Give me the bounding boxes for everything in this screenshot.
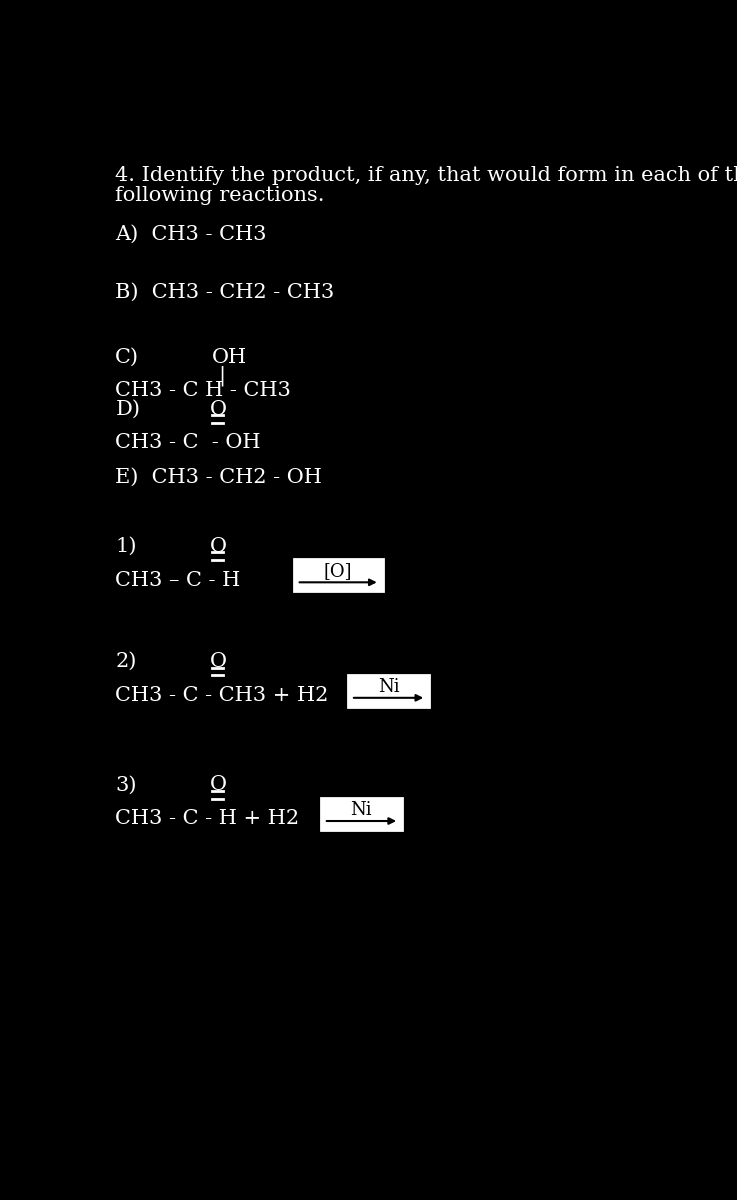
Text: B)  CH3 - CH2 - CH3: B) CH3 - CH2 - CH3 <box>116 282 335 301</box>
Text: CH3 - C - CH3 + H2: CH3 - C - CH3 + H2 <box>116 686 329 706</box>
Text: O: O <box>210 400 227 419</box>
Text: 2): 2) <box>116 653 137 671</box>
FancyBboxPatch shape <box>293 559 383 592</box>
Text: O: O <box>210 653 227 671</box>
Text: 4. Identify the product, if any, that would form in each of the: 4. Identify the product, if any, that wo… <box>116 166 737 185</box>
Text: CH3 - C H - CH3: CH3 - C H - CH3 <box>116 382 291 400</box>
Text: CH3 - C  - OH: CH3 - C - OH <box>116 433 261 451</box>
FancyBboxPatch shape <box>321 798 402 830</box>
Text: D): D) <box>116 400 140 419</box>
Text: A)  CH3 - CH3: A) CH3 - CH3 <box>116 224 267 244</box>
Text: 1): 1) <box>116 536 137 556</box>
Text: Ni: Ni <box>351 802 372 820</box>
Text: OH: OH <box>212 348 248 367</box>
Text: [O]: [O] <box>324 563 352 581</box>
Text: Ni: Ni <box>378 678 399 696</box>
Text: 3): 3) <box>116 775 137 794</box>
Text: O: O <box>210 775 227 794</box>
Text: CH3 - C - H + H2: CH3 - C - H + H2 <box>116 809 299 828</box>
Text: CH3 – C - H: CH3 – C - H <box>116 570 240 589</box>
Text: E)  CH3 - CH2 - OH: E) CH3 - CH2 - OH <box>116 468 322 486</box>
Text: |: | <box>218 366 226 386</box>
Text: following reactions.: following reactions. <box>116 186 325 205</box>
Text: C): C) <box>116 348 139 367</box>
Text: O: O <box>210 536 227 556</box>
FancyBboxPatch shape <box>348 674 429 707</box>
